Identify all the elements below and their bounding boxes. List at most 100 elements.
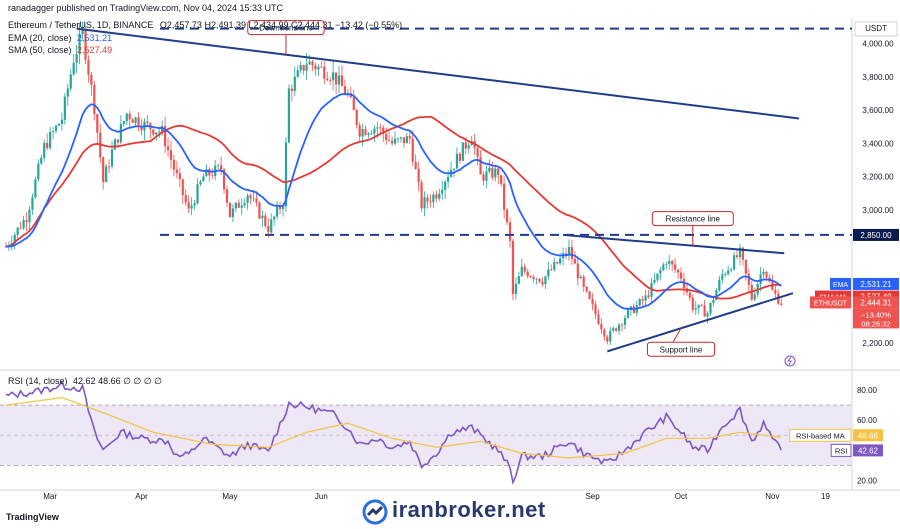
candle-body xyxy=(122,121,125,124)
candle-body xyxy=(317,66,320,70)
candle-body xyxy=(759,274,762,284)
candle-body xyxy=(588,291,591,299)
candle-body xyxy=(252,198,255,200)
candle-body xyxy=(355,109,358,126)
candle-body xyxy=(441,189,444,194)
candle-body xyxy=(187,202,190,209)
candle-body xyxy=(444,181,447,190)
candle-body xyxy=(491,167,494,178)
candle-body xyxy=(25,220,28,223)
candle-body xyxy=(479,156,482,175)
candle-body xyxy=(217,165,220,167)
rsi-tick-label: 20.00 xyxy=(857,476,878,485)
annotation-arrow xyxy=(672,328,682,343)
candle-body xyxy=(393,138,397,144)
trend-line xyxy=(563,233,785,255)
candle-body xyxy=(340,75,344,87)
candle-body xyxy=(196,184,199,204)
time-tick-label: Nov xyxy=(765,492,779,501)
candle-body xyxy=(653,279,656,283)
annotation-box xyxy=(646,341,716,357)
candle-body xyxy=(37,163,40,180)
candle-body xyxy=(178,173,181,180)
candle-body xyxy=(662,264,665,270)
ema-legend[interactable]: EMA (20, close) 2,531.21 xyxy=(8,33,112,43)
candle-body xyxy=(22,220,25,229)
candle-body xyxy=(674,264,677,270)
candle-body xyxy=(308,61,311,65)
candle-body xyxy=(72,62,75,75)
candle-body xyxy=(34,179,37,198)
candle-body xyxy=(426,197,429,202)
candle-body xyxy=(51,131,55,132)
candle-body xyxy=(600,323,603,330)
candle-body xyxy=(432,194,435,203)
candle-body xyxy=(364,129,367,135)
candle-body xyxy=(435,194,438,199)
candle-body xyxy=(299,65,302,71)
candle-body xyxy=(243,202,246,206)
candle-body xyxy=(411,138,414,162)
candle-body xyxy=(385,133,388,141)
price-tag-text: ETHUSDT xyxy=(814,300,848,307)
candle-body xyxy=(676,269,680,273)
sma-legend-label: SMA (50, close) xyxy=(8,45,72,55)
candle-body xyxy=(390,140,394,144)
candle-body xyxy=(703,305,706,317)
candle-body xyxy=(573,259,576,264)
candle-body xyxy=(311,61,314,66)
candle-body xyxy=(193,203,196,206)
candle-body xyxy=(332,72,335,81)
watermark-icon xyxy=(362,499,388,525)
price-tag-bg xyxy=(830,277,851,290)
candle-body xyxy=(570,247,574,260)
candle-body xyxy=(49,131,52,149)
candle-body xyxy=(665,263,668,265)
candle-body xyxy=(290,88,293,92)
candle-body xyxy=(476,148,479,157)
candle-body xyxy=(323,66,326,79)
candle-body xyxy=(305,64,308,71)
candle-body xyxy=(753,294,756,300)
candle-body xyxy=(388,140,391,142)
candle-body xyxy=(276,206,279,217)
candle-body xyxy=(234,202,237,209)
rsi-tick-label: 60.00 xyxy=(857,416,878,425)
candle-body xyxy=(172,159,176,170)
watermark-text: iranbroker.net xyxy=(392,497,546,522)
time-tick-label: Jun xyxy=(315,492,328,501)
candle-body xyxy=(567,247,571,255)
rsi-ma-line xyxy=(5,396,782,459)
alert-icon xyxy=(784,355,796,367)
candle-body xyxy=(709,302,712,314)
candle-body xyxy=(544,276,547,285)
candle-body xyxy=(618,324,621,331)
sma-legend[interactable]: SMA (50, close) 2,527.49 xyxy=(8,45,112,55)
candle-body xyxy=(87,59,90,75)
candle-body xyxy=(712,299,715,303)
candle-body xyxy=(511,240,515,295)
price-label-bg xyxy=(853,277,899,290)
candle-body xyxy=(352,97,355,110)
price-tick-label: 2,200.00 xyxy=(862,339,894,348)
rsi-tag-bg xyxy=(789,428,852,442)
candle-body xyxy=(66,88,69,97)
candle-body xyxy=(467,145,470,149)
price-label-text: 2,444.31 xyxy=(860,298,892,307)
time-tick-label: Apr xyxy=(135,492,148,501)
price-tick-label: 3,600.00 xyxy=(862,106,894,115)
candle-body xyxy=(205,169,208,177)
rsi-tag-text: RSI xyxy=(835,446,848,455)
symbol-line[interactable]: Ethereum / TetherUS, 1D, BINANCE xyxy=(8,20,154,30)
rsi-legend[interactable]: RSI (14, close) 42.62 48.66 ∅ ∅ ∅ ∅ xyxy=(8,376,162,387)
tradingview-logo[interactable]: TradingView xyxy=(6,512,59,522)
candle-body xyxy=(429,201,432,203)
candle-body xyxy=(727,270,730,275)
candle-body xyxy=(697,304,700,309)
candle-body xyxy=(780,303,783,305)
candle-body xyxy=(730,269,733,271)
candle-body xyxy=(747,273,750,286)
candle-body xyxy=(762,271,765,275)
candle-body xyxy=(270,219,273,233)
